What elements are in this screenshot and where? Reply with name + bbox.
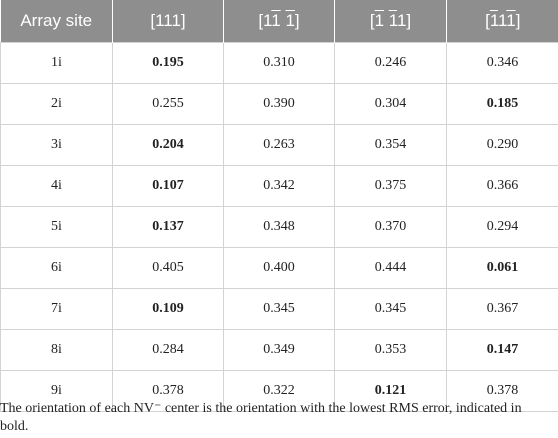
array-site-cell: 3i <box>0 124 113 166</box>
rms-error-cell: 0.107 <box>112 165 224 207</box>
rms-error-cell: 0.444 <box>334 247 447 289</box>
rms-error-cell: 0.378 <box>112 370 224 412</box>
table-row: 7i 0.109 0.345 0.345 0.367 <box>0 288 558 330</box>
rms-error-cell: 0.109 <box>112 288 224 330</box>
orientation-table: Array site [111] [11 1] [1 11] [111] 1i 0.195… <box>0 0 558 412</box>
rms-error-cell: 0.147 <box>446 329 558 371</box>
table-body: 1i 0.195 0.310 0.246 0.346 2i 0.255 0.390 0.304 0… <box>0 42 558 412</box>
rms-error-cell: 0.378 <box>446 370 558 412</box>
rms-error-cell: 0.346 <box>446 42 558 84</box>
rms-error-cell: 0.375 <box>334 165 447 207</box>
table-row: 2i 0.255 0.390 0.304 0.185 <box>0 83 558 125</box>
miller-index-part: 1 <box>498 11 507 30</box>
rms-error-cell: 0.405 <box>112 247 224 289</box>
miller-index-part: 1 <box>374 11 385 30</box>
array-site-cell: 1i <box>0 42 113 84</box>
rms-error-cell: 0.348 <box>223 206 335 248</box>
miller-index-part: [1 <box>258 11 272 30</box>
array-site-cell: 4i <box>0 165 113 207</box>
rms-error-cell: 0.342 <box>223 165 335 207</box>
rms-error-cell: 0.349 <box>223 329 335 371</box>
array-site-cell: 5i <box>0 206 113 248</box>
rms-error-cell: 0.310 <box>223 42 335 84</box>
miller-index-part: ] <box>294 11 300 30</box>
table-row: 5i 0.137 0.348 0.370 0.294 <box>0 206 558 248</box>
rms-error-cell: 0.204 <box>112 124 224 166</box>
table-row: 3i 0.204 0.263 0.354 0.290 <box>0 124 558 166</box>
miller-index-part: [ <box>485 11 490 30</box>
rms-error-cell: 0.137 <box>112 206 224 248</box>
rms-error-cell: 0.121 <box>334 370 447 412</box>
column-header-orientation: [1 11] <box>334 0 447 43</box>
rms-error-cell: 0.304 <box>334 83 447 125</box>
miller-index-part: [ <box>369 11 375 30</box>
column-header-orientation: [111] <box>112 0 224 43</box>
rms-error-cell: 0.366 <box>446 165 558 207</box>
miller-index-part: 1] <box>396 11 412 30</box>
array-site-cell: 7i <box>0 288 113 330</box>
miller-index-part: 1 <box>285 11 295 30</box>
array-site-cell: 2i <box>0 83 113 125</box>
rms-error-cell: 0.246 <box>334 42 447 84</box>
rms-error-cell: 0.263 <box>223 124 335 166</box>
miller-index-part: 1 <box>388 11 397 30</box>
rms-error-cell: 0.294 <box>446 206 558 248</box>
rms-error-cell: 0.061 <box>446 247 558 289</box>
rms-error-cell: 0.370 <box>334 206 447 248</box>
rms-error-cell: 0.353 <box>334 329 447 371</box>
table-caption: The orientation of each NV⁻ center is th… <box>0 401 522 434</box>
miller-index-part: 1 <box>506 11 516 30</box>
rms-error-cell: 0.345 <box>223 288 335 330</box>
column-header-orientation: [111] <box>446 0 558 43</box>
miller-index-part: [111] <box>150 11 186 30</box>
rms-error-cell: 0.367 <box>446 288 558 330</box>
miller-index-part: 1 <box>271 11 281 30</box>
array-site-cell: 8i <box>0 329 113 371</box>
miller-index-part: 1 <box>489 11 499 30</box>
column-header-orientation: [11 1] <box>223 0 335 43</box>
rms-error-cell: 0.185 <box>446 83 558 125</box>
table-row: 1i 0.195 0.310 0.246 0.346 <box>0 42 558 84</box>
array-site-cell: 6i <box>0 247 113 289</box>
rms-error-cell: 0.284 <box>112 329 224 371</box>
rms-error-cell: 0.400 <box>223 247 335 289</box>
table-row: 6i 0.405 0.400 0.444 0.061 <box>0 247 558 289</box>
array-site-cell: 9i <box>0 370 113 412</box>
header-row: Array site [111] [11 1] [1 11] [111] <box>0 0 558 43</box>
rms-error-cell: 0.195 <box>112 42 224 84</box>
rms-error-cell: 0.290 <box>446 124 558 166</box>
rms-error-cell: 0.322 <box>223 370 335 412</box>
table-row: 4i 0.107 0.342 0.375 0.366 <box>0 165 558 207</box>
miller-index-part: ] <box>515 11 521 30</box>
table-row: 8i 0.284 0.349 0.353 0.147 <box>0 329 558 371</box>
rms-error-cell: 0.390 <box>223 83 335 125</box>
table-row: 9i 0.378 0.322 0.121 0.378 <box>0 370 558 412</box>
rms-error-cell: 0.345 <box>334 288 447 330</box>
rms-error-cell: 0.255 <box>112 83 224 125</box>
rms-error-cell: 0.354 <box>334 124 447 166</box>
column-header-site: Array site <box>0 0 113 43</box>
